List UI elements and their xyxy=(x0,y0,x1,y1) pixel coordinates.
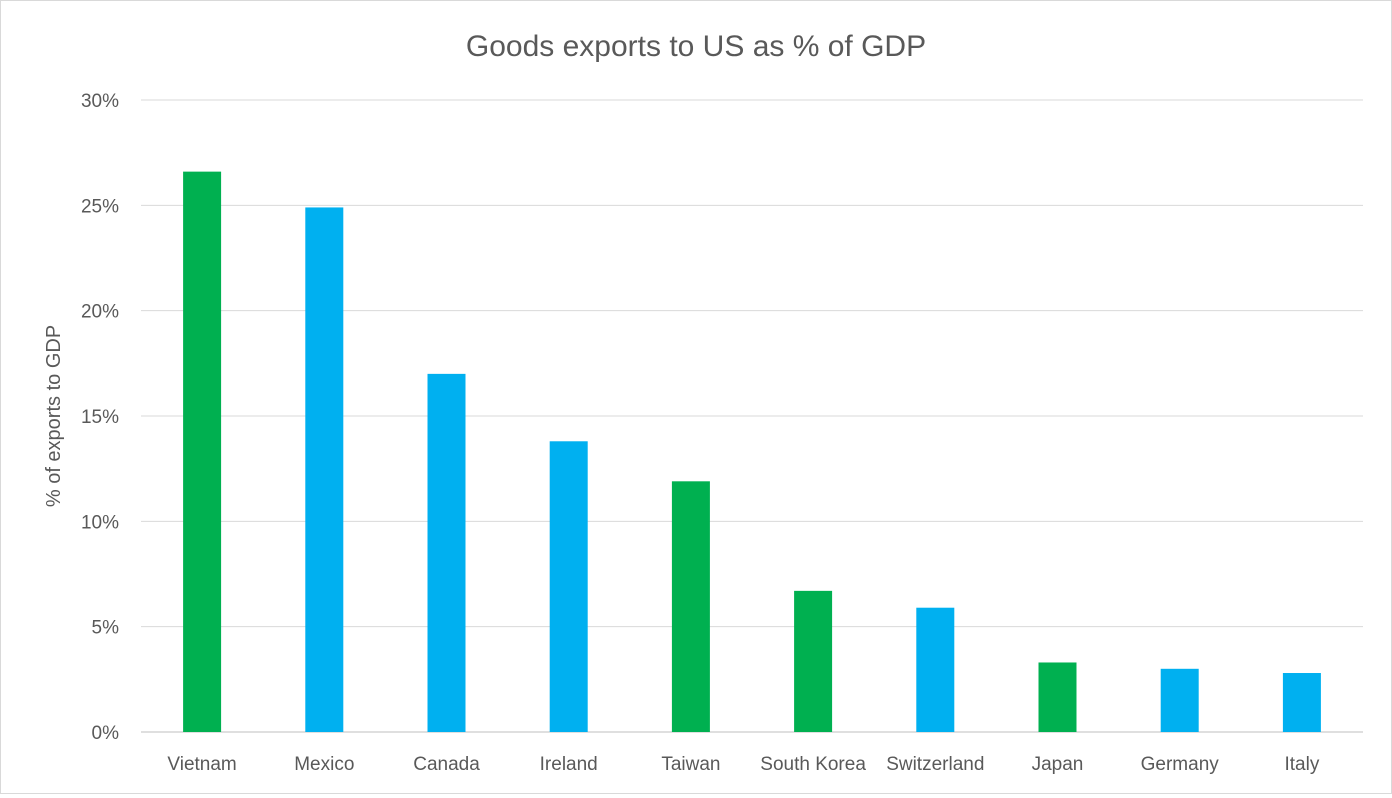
y-tick-label: 0% xyxy=(92,723,120,744)
x-tick-label: Canada xyxy=(413,754,480,775)
bar-ireland xyxy=(549,441,588,732)
y-tick-label: 20% xyxy=(81,302,119,323)
bar-japan xyxy=(1038,662,1077,732)
x-tick-label: Japan xyxy=(1032,754,1084,775)
bar-canada xyxy=(427,373,466,732)
y-tick-label: 15% xyxy=(81,407,119,428)
bar-taiwan xyxy=(671,481,710,732)
x-tick-label: Taiwan xyxy=(661,754,720,775)
x-tick-label: Germany xyxy=(1141,754,1220,775)
x-tick-label: South Korea xyxy=(760,754,866,775)
bar-switzerland xyxy=(916,607,955,732)
bar-mexico xyxy=(305,207,344,732)
x-tick-label: Mexico xyxy=(294,754,354,775)
y-tick-label: 30% xyxy=(81,91,119,112)
y-axis-label: % of exports to GDP xyxy=(43,325,65,507)
bar-south-korea xyxy=(794,590,833,732)
y-tick-label: 5% xyxy=(92,618,120,639)
bar-vietnam xyxy=(183,171,222,733)
chart-title: Goods exports to US as % of GDP xyxy=(466,30,926,63)
x-tick-label: Switzerland xyxy=(886,754,984,775)
x-tick-label: Vietnam xyxy=(167,754,236,775)
x-tick-label: Italy xyxy=(1284,754,1319,775)
y-tick-label: 10% xyxy=(81,512,119,533)
x-tick-label: Ireland xyxy=(540,754,598,775)
bar-italy xyxy=(1282,673,1321,732)
y-tick-label: 25% xyxy=(81,196,119,217)
bar-germany xyxy=(1160,668,1199,732)
